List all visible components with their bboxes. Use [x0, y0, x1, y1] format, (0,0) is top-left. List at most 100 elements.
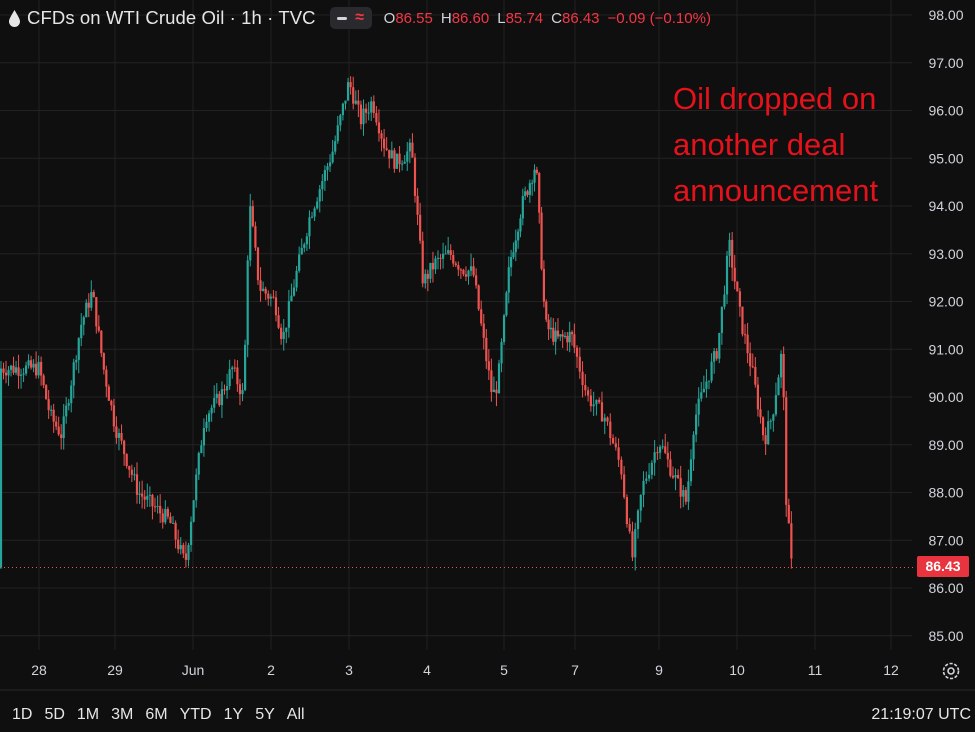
time-tick-label: Jun	[182, 662, 205, 678]
candle-body	[462, 269, 465, 275]
candle-body	[666, 452, 669, 460]
candle-body	[545, 301, 548, 320]
candle-body	[67, 403, 70, 406]
range-all-button[interactable]: All	[286, 706, 305, 723]
candle-body	[573, 334, 576, 348]
symbol-title[interactable]: CFDs on WTI Crude Oil · 1h · TVC	[27, 7, 316, 28]
candle-body	[238, 384, 242, 395]
candle-body	[80, 324, 83, 339]
candle-body	[169, 516, 172, 524]
candle-body	[587, 390, 590, 396]
candle-body	[336, 125, 339, 142]
candle-body	[349, 82, 352, 88]
candle-body	[305, 236, 308, 245]
candle-body	[277, 315, 280, 328]
price-tick-label: 97.00	[928, 55, 963, 71]
candle-body	[617, 447, 620, 460]
candle-body	[408, 142, 411, 152]
candle-body	[495, 389, 498, 394]
candle-body	[526, 191, 529, 195]
candle-body	[195, 474, 198, 501]
utc-clock[interactable]: 21:19:07 UTC	[871, 706, 971, 723]
candle-body	[50, 409, 53, 411]
candle-body	[682, 490, 685, 497]
candle-body	[225, 386, 229, 391]
time-tick-label: 5	[500, 662, 508, 678]
settings-icon[interactable]	[940, 660, 962, 682]
candle-body	[645, 478, 648, 481]
candle-body	[589, 395, 592, 407]
candle-body	[256, 247, 260, 281]
range-6m-button[interactable]: 6M	[145, 706, 168, 723]
range-1d-button[interactable]: 1D	[12, 706, 33, 723]
ohlc-open-value: 86.55	[395, 9, 433, 27]
candle-body	[22, 373, 25, 375]
candle-body	[736, 281, 739, 292]
candle-body	[254, 226, 257, 248]
candle-body	[2, 368, 5, 373]
candle-body	[313, 208, 316, 217]
range-5d-button[interactable]: 5D	[44, 706, 65, 723]
candle-body	[767, 421, 770, 445]
candle-body	[578, 356, 581, 372]
candle-body	[148, 494, 151, 496]
candle-body	[97, 326, 100, 331]
chart-annotation[interactable]: Oil dropped on another deal announcement	[673, 76, 933, 214]
ohlc-high-value: 86.60	[451, 9, 490, 27]
range-5y-button[interactable]: 5Y	[255, 706, 275, 723]
candle-body	[687, 481, 690, 502]
candle-body	[146, 495, 149, 500]
chart-grid	[0, 0, 975, 691]
time-tick-label: 12	[883, 662, 899, 678]
candle-body	[424, 273, 427, 284]
candle-body	[0, 368, 3, 568]
minimize-icon[interactable]	[336, 16, 347, 20]
range-1m-button[interactable]: 1M	[76, 706, 100, 723]
range-1y-button[interactable]: 1Y	[223, 706, 244, 723]
time-range-selector: 1D 5D 1M 3M 6M YTD 1Y 5Y All	[6, 698, 311, 732]
price-tick-label: 90.00	[928, 389, 963, 405]
candle-body	[507, 267, 510, 293]
time-tick-label: 11	[808, 662, 823, 678]
candle-body	[303, 244, 306, 248]
candle-body	[728, 239, 731, 256]
candle-body	[581, 371, 584, 386]
wave-icon[interactable]: ≈	[355, 9, 365, 26]
candle-body	[310, 216, 314, 218]
candle-body	[323, 170, 326, 182]
candle-body	[764, 435, 767, 445]
candle-body	[469, 266, 473, 271]
candle-body	[334, 141, 337, 152]
candle-body	[105, 369, 108, 387]
candle-body	[287, 301, 290, 328]
candle-body	[280, 327, 283, 339]
candle-body	[179, 545, 182, 550]
candle-body	[741, 306, 744, 335]
candle-body	[24, 365, 28, 374]
time-axis[interactable]: 28 29 Jun 2 3 4 5 7 9 10 11 12	[31, 662, 899, 678]
candle-body	[566, 335, 569, 343]
price-axis[interactable]: 85.00 86.00 87.00 88.00 89.00 90.00 91.00 92.00…	[928, 7, 963, 644]
candle-body	[292, 287, 296, 296]
candle-body	[603, 417, 606, 422]
candle-body	[354, 100, 357, 104]
range-ytd-button[interactable]: YTD	[179, 706, 212, 723]
last-price-label: 86.43	[917, 556, 969, 577]
candle-body	[528, 183, 531, 195]
candle-body	[725, 255, 729, 295]
candle-body	[244, 344, 247, 391]
candle-body	[628, 523, 631, 532]
candle-body	[57, 426, 60, 435]
candle-body	[787, 504, 790, 524]
indicator-toggle[interactable]: ≈	[329, 7, 372, 29]
candle-body	[606, 417, 609, 422]
range-3m-button[interactable]: 3M	[111, 706, 134, 723]
candle-body	[609, 421, 612, 438]
candle-body	[161, 513, 164, 523]
candle-body	[441, 253, 445, 259]
candle-body	[575, 347, 579, 357]
price-tick-label: 96.00	[928, 103, 963, 119]
time-tick-label: 10	[729, 662, 745, 678]
price-tick-label: 85.00	[928, 628, 963, 644]
